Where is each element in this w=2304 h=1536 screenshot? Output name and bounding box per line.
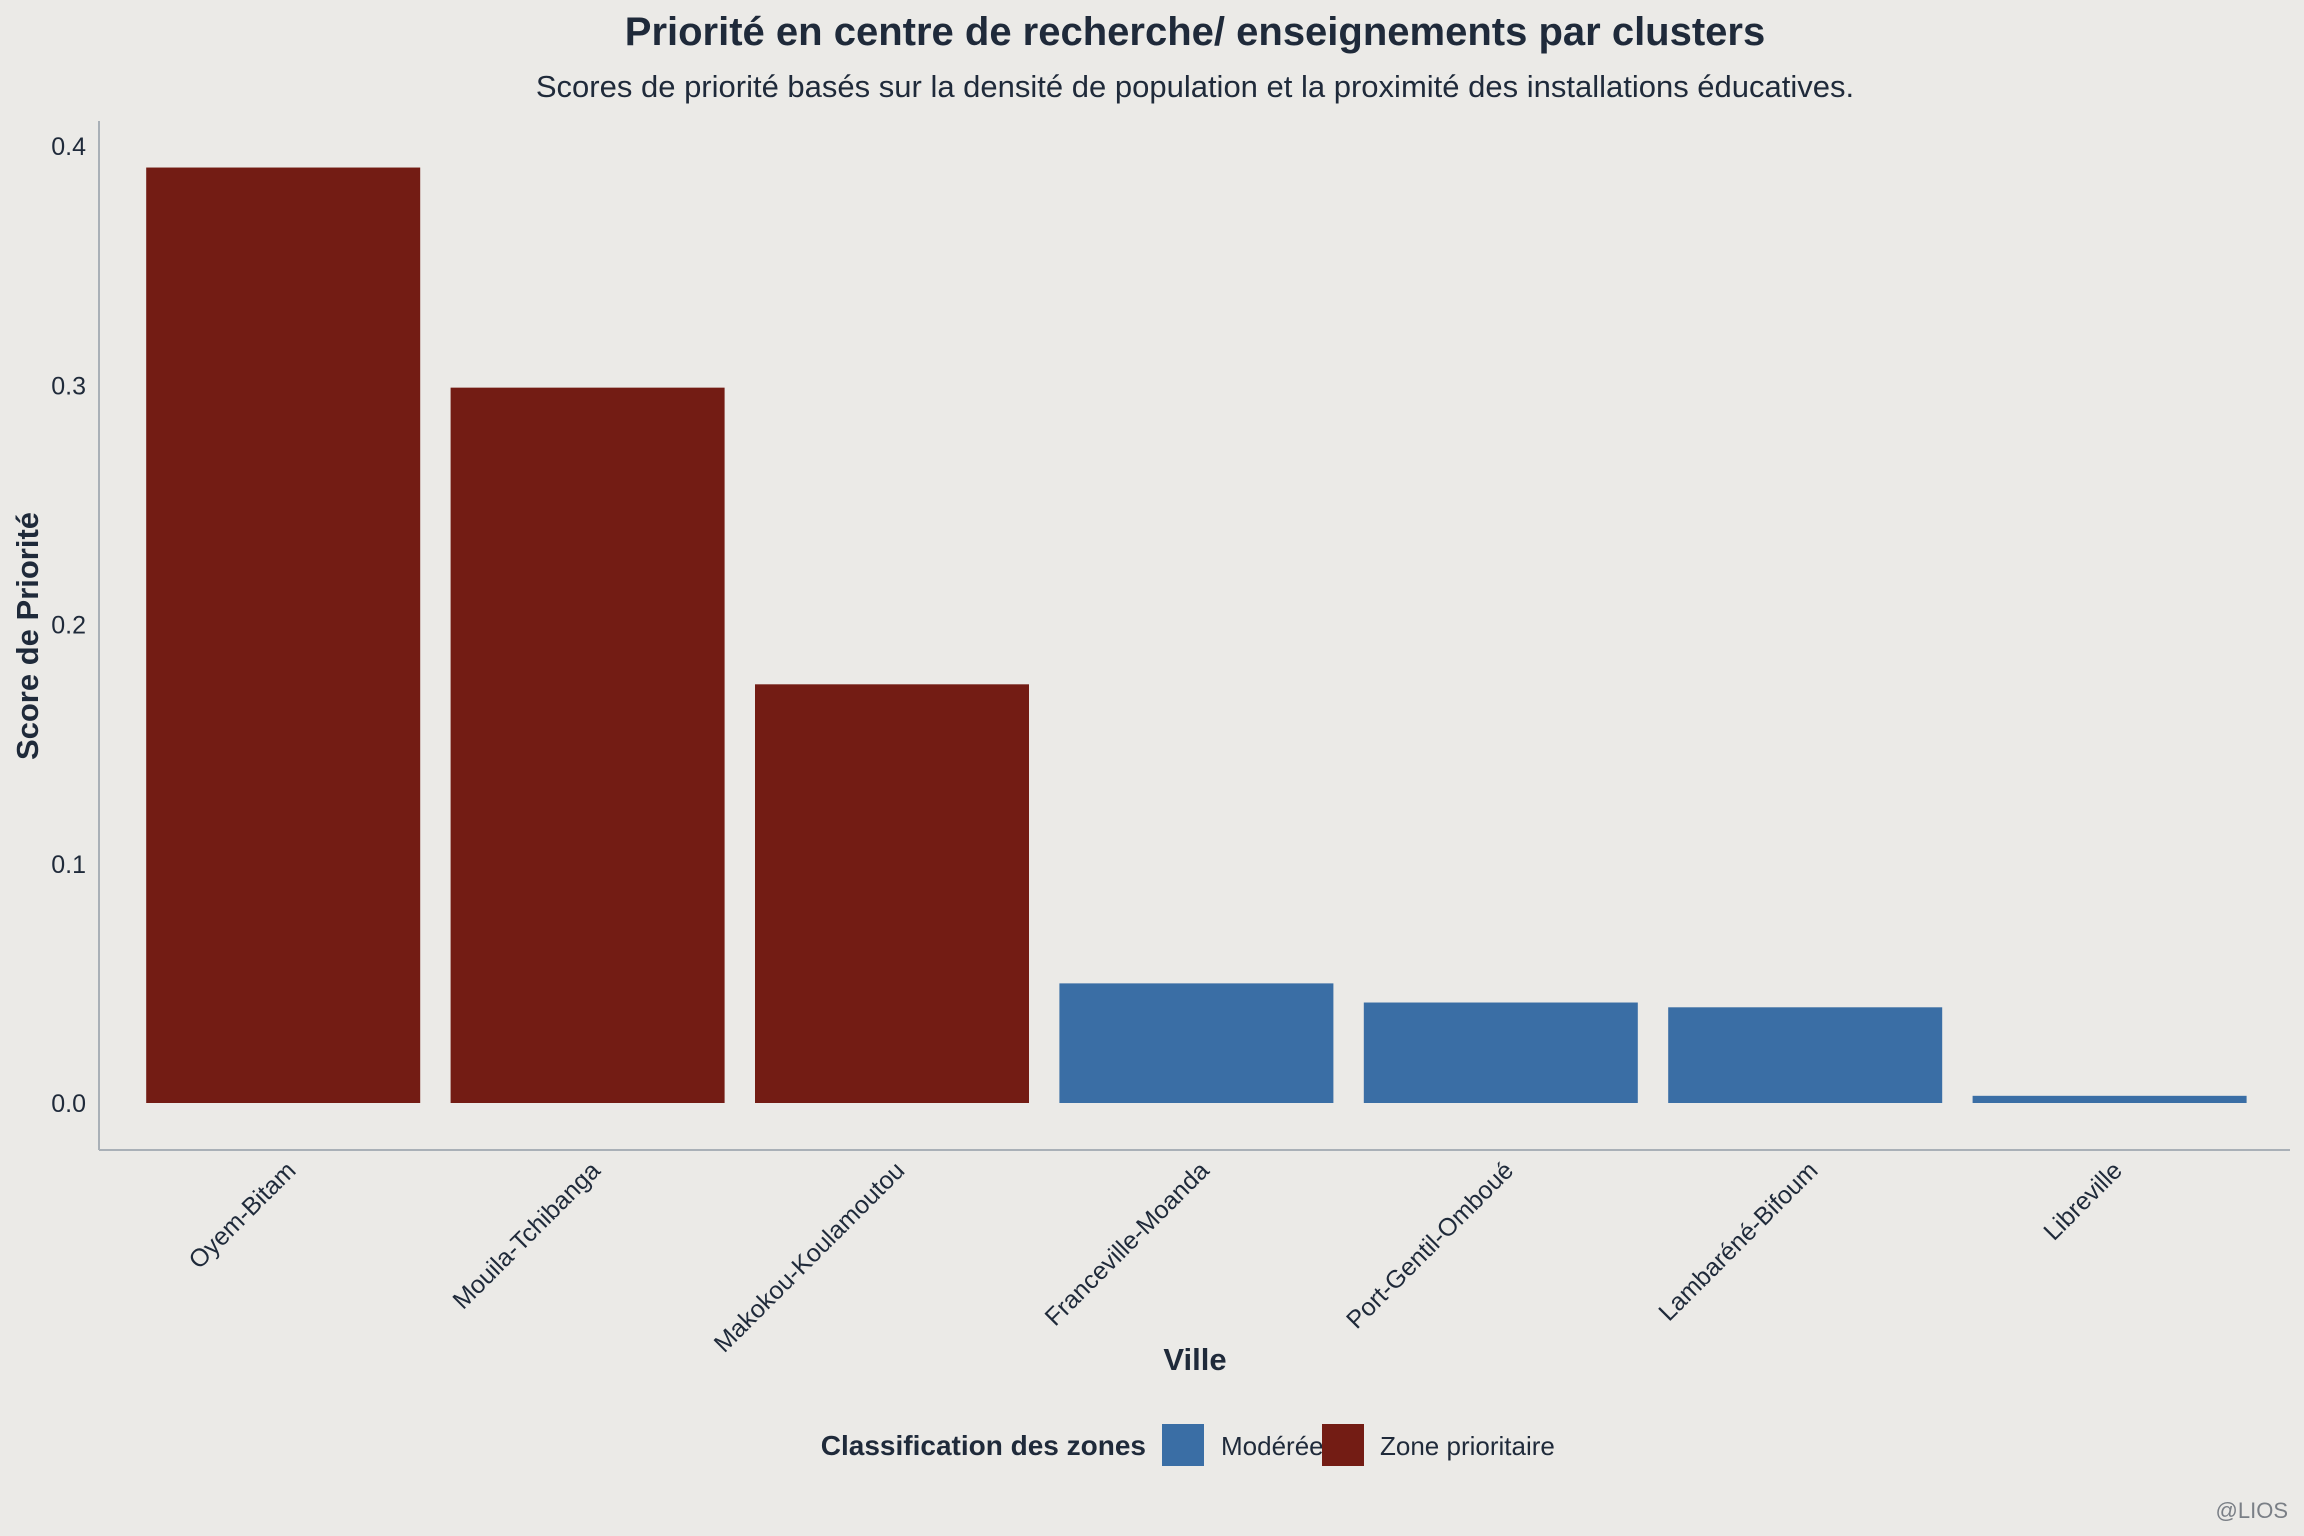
y-axis-title: Score de Priorité bbox=[10, 512, 45, 760]
x-tick-label: Lambaréné-Bifoum bbox=[1653, 1156, 1823, 1326]
plot-area: 0.0 0.1 0.2 0.3 0.4 Oyem-Bitam Mouila-Tchiban… bbox=[51, 121, 2290, 1358]
bar-makokou-koulamoutou bbox=[755, 684, 1029, 1103]
legend: Classification des zones Modérée Zone pr… bbox=[821, 1424, 1555, 1466]
legend-swatch-moderee bbox=[1162, 1424, 1204, 1466]
x-axis-title: Ville bbox=[1163, 1342, 1226, 1377]
x-tick-label: Makokou-Koulamoutou bbox=[709, 1156, 911, 1358]
x-tick-labels: Oyem-Bitam Mouila-Tchibanga Makokou-Koulam… bbox=[183, 1156, 2127, 1358]
x-tick-label: Libreville bbox=[2038, 1156, 2128, 1246]
y-tick-label: 0.4 bbox=[51, 133, 86, 161]
bar-libreville bbox=[1972, 1095, 2247, 1103]
bar-port-gentil-ombou- bbox=[1363, 1002, 1638, 1103]
x-tick-label: Oyem-Bitam bbox=[183, 1156, 301, 1274]
bar-lambar-n-bifoum bbox=[1668, 1007, 1943, 1103]
y-tick-labels: 0.0 0.1 0.2 0.3 0.4 bbox=[51, 133, 86, 1118]
chart-subtitle: Scores de priorité basés sur la densité … bbox=[536, 69, 1854, 104]
x-tick-label: Port-Gentil-Omboué bbox=[1341, 1156, 1519, 1334]
y-tick-label: 0.2 bbox=[51, 612, 86, 640]
bar-franceville-moanda bbox=[1059, 983, 1334, 1103]
credit-text: @LIOS bbox=[2216, 1498, 2288, 1523]
y-tick-label: 0.3 bbox=[51, 372, 86, 400]
bar-oyem-bitam bbox=[146, 167, 421, 1104]
legend-title: Classification des zones bbox=[821, 1430, 1146, 1461]
y-tick-label: 0.0 bbox=[51, 1090, 86, 1118]
chart-title: Priorité en centre de recherche/ enseign… bbox=[625, 10, 1765, 54]
legend-swatch-zone-prioritaire bbox=[1322, 1424, 1364, 1466]
y-tick-label: 0.1 bbox=[51, 851, 86, 879]
legend-label-moderee: Modérée bbox=[1221, 1431, 1324, 1461]
legend-label-zone-prioritaire: Zone prioritaire bbox=[1380, 1431, 1555, 1461]
bar-mouila-tchibanga bbox=[450, 387, 725, 1104]
x-tick-label: Mouila-Tchibanga bbox=[447, 1156, 605, 1314]
bars bbox=[146, 167, 2247, 1104]
x-tick-label: Franceville-Moanda bbox=[1040, 1156, 1215, 1331]
